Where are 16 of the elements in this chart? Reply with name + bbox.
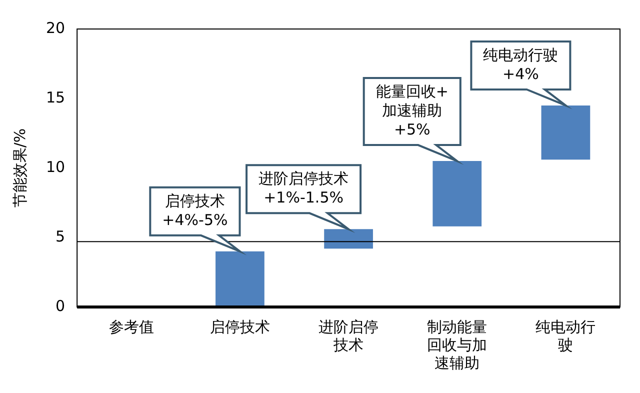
- annotation: 启停技术 +4%-5%: [162, 192, 228, 229]
- x-tick-label: 进阶启停技术: [318, 318, 379, 354]
- annotation: 能量回收+ 加速辅助 +5%: [376, 82, 448, 138]
- x-tick-label: 制动能量回收与加速辅助: [427, 318, 488, 372]
- annotation: 进阶启停技术 +1%-1.5%: [258, 170, 349, 207]
- annotation: 纯电动行驶 +4%: [483, 46, 558, 83]
- y-tick-label: 5: [56, 227, 66, 246]
- y-tick-label: 15: [46, 88, 66, 106]
- x-tick-label: 纯电动行驶: [536, 318, 596, 354]
- y-tick-label: 20: [46, 18, 66, 37]
- y-axis-title: 节能效果/%: [10, 128, 29, 208]
- y-tick-label: 0: [56, 296, 66, 315]
- bar: [324, 229, 373, 249]
- y-tick-label: 10: [46, 158, 66, 176]
- x-tick-label: 启停技术: [210, 318, 270, 336]
- x-tick-label: 参考值: [108, 318, 154, 336]
